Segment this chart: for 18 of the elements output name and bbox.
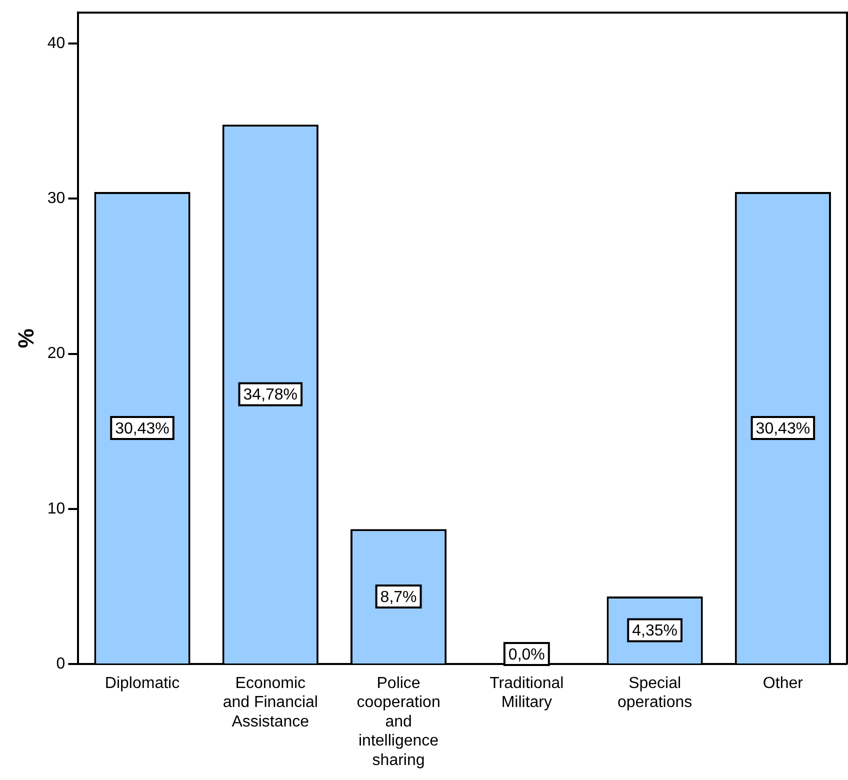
- x-tick-label: Economic and Financial Assistance: [222, 675, 318, 730]
- x-tick-label: Special operations: [617, 675, 692, 712]
- x-tick-label: Police cooperation and intelligence sharing: [356, 675, 440, 769]
- x-tick-label: Diplomatic: [104, 675, 180, 692]
- data-label: 30,43%: [115, 420, 170, 438]
- y-tick-label: 10: [47, 500, 66, 518]
- y-tick-label: 0: [56, 655, 66, 672]
- data-label: 8,7%: [380, 588, 417, 606]
- x-tick-label: Traditional Military: [490, 675, 564, 712]
- data-label: 4,35%: [632, 622, 678, 640]
- y-tick-label: 40: [47, 35, 66, 52]
- y-axis-title: %: [13, 328, 38, 348]
- y-tick-label: 30: [47, 190, 66, 208]
- data-label: 30,43%: [756, 420, 810, 438]
- data-label: 34,78%: [243, 386, 298, 404]
- x-tick-label: Other: [762, 675, 804, 692]
- data-label: 0,0%: [508, 646, 545, 664]
- y-tick-label: 20: [47, 345, 66, 362]
